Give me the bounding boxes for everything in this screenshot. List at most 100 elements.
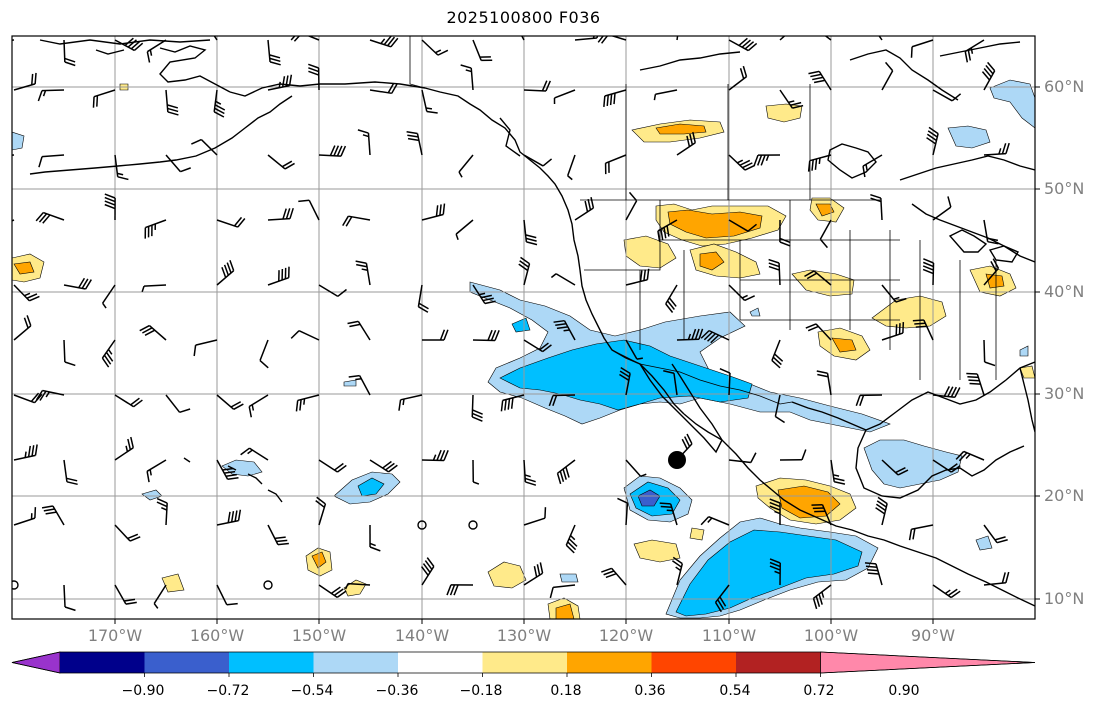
wind-barb bbox=[41, 505, 65, 526]
wind-barb bbox=[318, 145, 347, 157]
wind-barb bbox=[191, 138, 218, 156]
lon-label-130w: 130°W bbox=[496, 626, 552, 645]
colorbar-segment bbox=[736, 652, 821, 673]
wind-barb bbox=[114, 37, 144, 52]
wind-barb bbox=[63, 39, 76, 67]
wind-barb bbox=[421, 39, 449, 56]
wind-barb bbox=[102, 284, 116, 309]
contour-region bbox=[655, 123, 707, 135]
wind-barb bbox=[240, 447, 269, 461]
political-boundaries bbox=[409, 36, 997, 405]
wind-barb bbox=[216, 394, 244, 410]
wind-barb bbox=[728, 65, 748, 91]
wind-barb bbox=[63, 584, 76, 612]
contour-region bbox=[989, 79, 1035, 129]
wind-barb bbox=[769, 558, 782, 586]
wind-barb bbox=[92, 89, 116, 108]
wind-barb bbox=[811, 503, 832, 526]
wind-barb bbox=[295, 394, 320, 412]
wind-barb bbox=[472, 459, 480, 485]
colorbar-segment bbox=[313, 652, 399, 673]
wind-barb bbox=[267, 39, 281, 66]
wind-barb bbox=[983, 571, 1010, 586]
wind-barb bbox=[878, 36, 883, 41]
wind-barb bbox=[523, 80, 552, 92]
wind-barb bbox=[472, 284, 496, 305]
wind-barb bbox=[774, 394, 785, 424]
wind-barb bbox=[805, 323, 832, 341]
wind-barb bbox=[455, 219, 474, 241]
wind-barb bbox=[625, 191, 638, 221]
wind-barb bbox=[165, 89, 179, 116]
wind-barb bbox=[932, 89, 962, 102]
wind-barb bbox=[267, 74, 293, 91]
contour-region bbox=[487, 561, 527, 589]
wind-barb bbox=[259, 339, 269, 369]
colorbar-segment bbox=[482, 652, 568, 673]
contour-region bbox=[667, 209, 763, 239]
lon-label-120w: 120°W bbox=[598, 626, 654, 645]
wind-barb bbox=[676, 328, 704, 341]
contour-region bbox=[555, 603, 575, 619]
wind-barb bbox=[63, 277, 92, 290]
wind-barb bbox=[139, 324, 167, 341]
contour-region bbox=[637, 489, 661, 507]
wind-barb-calm bbox=[417, 520, 427, 530]
wind-barb bbox=[165, 394, 191, 414]
wind-barb bbox=[912, 319, 934, 341]
wind-barb bbox=[553, 89, 576, 104]
wind-barb bbox=[728, 452, 757, 464]
wind-barb bbox=[500, 394, 525, 412]
wind-barb bbox=[37, 89, 65, 102]
wind-barb bbox=[35, 389, 65, 401]
wind-barb bbox=[625, 268, 650, 286]
wind-barb bbox=[804, 270, 832, 286]
wind-barb bbox=[932, 459, 961, 473]
contour-region bbox=[623, 235, 677, 269]
wind-barb bbox=[870, 193, 883, 221]
wind-barb bbox=[604, 154, 627, 175]
wind-barb bbox=[671, 556, 684, 586]
wind-barb bbox=[421, 89, 438, 114]
wind-barb bbox=[472, 329, 500, 342]
wind-barb bbox=[824, 36, 832, 41]
wind-barb bbox=[819, 219, 832, 249]
wind-barb bbox=[13, 72, 37, 91]
colorbar-label: 0.72 bbox=[803, 683, 835, 699]
contour-region bbox=[863, 439, 963, 489]
wind-barb bbox=[603, 89, 627, 107]
wind-barb bbox=[779, 449, 807, 461]
wind-barb bbox=[13, 315, 32, 341]
wind-barb bbox=[881, 61, 894, 91]
wind-barb bbox=[318, 584, 347, 598]
wind-barb bbox=[619, 366, 631, 396]
wind-barb bbox=[676, 131, 697, 156]
wind-barb bbox=[216, 459, 239, 481]
lon-label-150w: 150°W bbox=[291, 626, 347, 645]
wind-barb bbox=[864, 562, 883, 586]
wind-barb bbox=[63, 459, 78, 486]
wind-barb bbox=[114, 524, 141, 542]
wind-barb bbox=[719, 367, 731, 396]
wind-barb bbox=[141, 284, 167, 293]
wind-barb bbox=[248, 394, 269, 418]
wind-barb bbox=[267, 207, 294, 221]
wind-barb bbox=[216, 509, 242, 526]
lon-label-90w: 90°W bbox=[910, 626, 956, 645]
wind-barb bbox=[728, 219, 757, 232]
wind-barb bbox=[983, 142, 1010, 156]
wind-barb bbox=[753, 154, 781, 166]
wind-barb bbox=[308, 63, 320, 91]
wind-barb bbox=[964, 39, 985, 63]
wind-barb bbox=[357, 129, 371, 156]
wind-barb bbox=[700, 329, 730, 344]
contour-region bbox=[343, 379, 357, 387]
wind-barb bbox=[460, 64, 474, 91]
contour-region bbox=[357, 477, 385, 497]
wind-barb bbox=[342, 215, 371, 227]
colorbar-label: 0.18 bbox=[550, 683, 582, 699]
wind-barb bbox=[216, 260, 235, 286]
colorbar-label: −0.18 bbox=[459, 683, 503, 699]
wind-barb bbox=[216, 216, 246, 228]
